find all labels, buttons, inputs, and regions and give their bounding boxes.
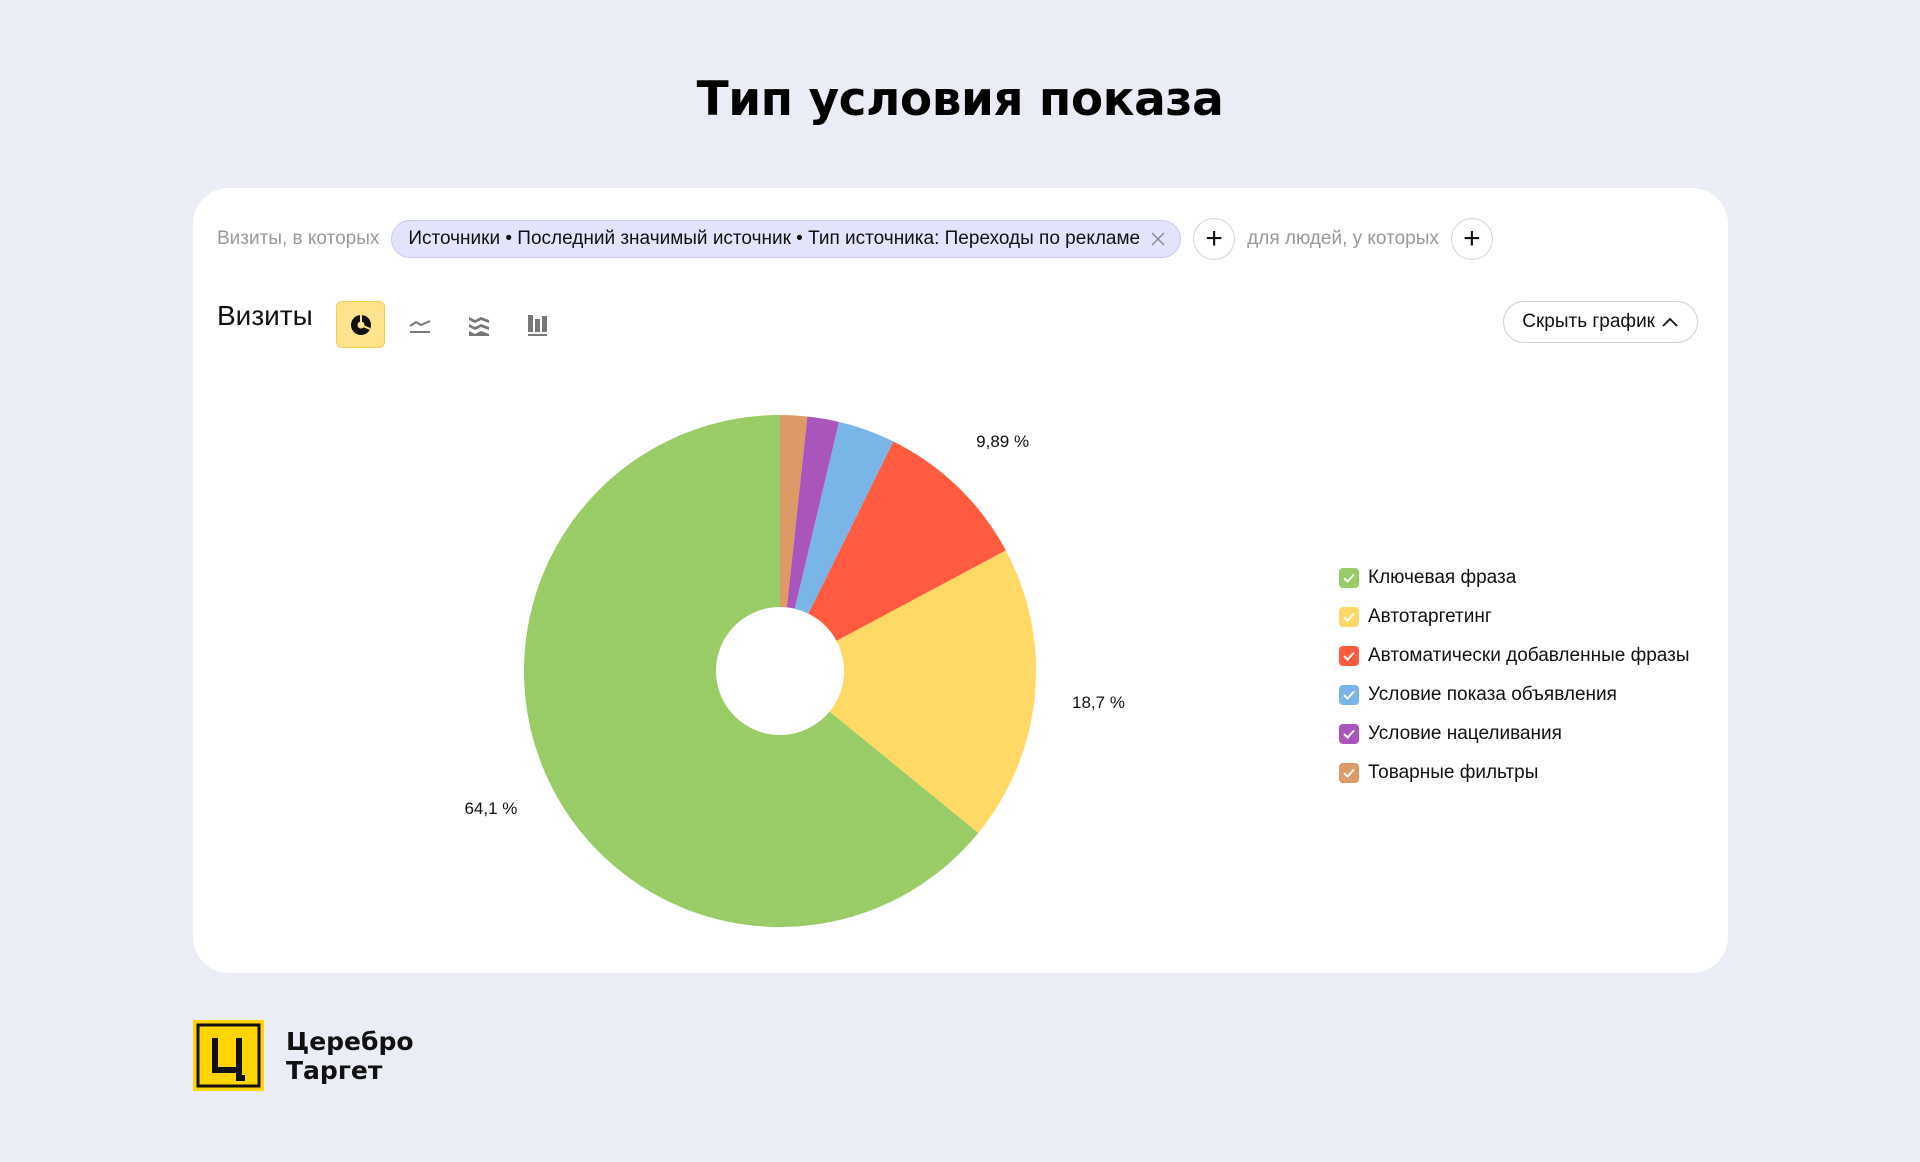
checkbox-icon[interactable] xyxy=(1339,607,1359,627)
bar-chart-icon xyxy=(527,314,547,336)
checkbox-icon[interactable] xyxy=(1339,763,1359,783)
line-chart-view-button[interactable] xyxy=(395,301,444,348)
legend-item[interactable]: Товарные фильтры xyxy=(1339,762,1690,784)
legend-label: Автотаргетинг xyxy=(1368,606,1492,627)
legend-item[interactable]: Условие нацеливания xyxy=(1339,723,1690,745)
close-icon[interactable] xyxy=(1150,231,1166,247)
filter-chip-text: Источники • Последний значимый источник … xyxy=(408,228,1141,249)
pie-slice[interactable] xyxy=(794,421,894,614)
checkbox-icon[interactable] xyxy=(1339,724,1359,744)
pie-slice[interactable] xyxy=(786,416,839,609)
legend-item[interactable]: Автотаргетинг xyxy=(1339,606,1690,628)
pie-chart-view-button[interactable] xyxy=(336,301,385,348)
add-visit-condition-button[interactable]: + xyxy=(1193,218,1236,260)
report-card: Визиты, в которых Источники • Последний … xyxy=(193,188,1728,973)
legend-label: Товарные фильтры xyxy=(1368,762,1539,783)
chevron-up-icon xyxy=(1662,317,1678,327)
logo-text: Церебро Таргет xyxy=(286,1027,414,1085)
page-title: Тип условия показа xyxy=(696,72,1224,127)
logo-line-2: Таргет xyxy=(286,1055,383,1085)
checkbox-icon[interactable] xyxy=(1339,646,1359,666)
logo-mark xyxy=(193,1020,264,1091)
legend-item[interactable]: Автоматически добавленные фразы xyxy=(1339,645,1690,667)
legend-item[interactable]: Ключевая фраза xyxy=(1339,567,1690,589)
legend-item[interactable]: Условие показа объявления xyxy=(1339,684,1690,706)
logo-icon xyxy=(196,1023,261,1088)
legend-label: Автоматически добавленные фразы xyxy=(1368,645,1690,666)
pie-slice[interactable] xyxy=(780,415,808,608)
hide-chart-label: Скрыть график xyxy=(1522,311,1655,332)
line-chart-icon xyxy=(408,319,430,333)
bar-chart-view-button[interactable] xyxy=(513,301,562,348)
area-chart-icon xyxy=(468,316,489,336)
checkbox-icon[interactable] xyxy=(1339,568,1359,588)
legend-label: Ключевая фраза xyxy=(1368,567,1517,588)
chart-legend: Ключевая фраза Автотаргетинг Автоматически… xyxy=(1339,567,1690,784)
chart-type-switch xyxy=(336,301,562,348)
area-chart-view-button[interactable] xyxy=(454,301,503,348)
logo-line-1: Церебро xyxy=(286,1026,414,1056)
pie-slice[interactable] xyxy=(808,441,1006,641)
slice-data-label: 9,89 % xyxy=(976,432,1029,451)
legend-label: Условие нацеливания xyxy=(1368,723,1562,744)
pie-slice[interactable] xyxy=(524,415,979,927)
slice-data-label: 64,1 % xyxy=(464,799,517,818)
filter-chip[interactable]: Источники • Последний значимый источник … xyxy=(391,220,1182,258)
slice-data-label: 18,7 % xyxy=(1072,693,1125,712)
checkbox-icon[interactable] xyxy=(1339,685,1359,705)
pie-chart: 64,1 % 18,7 % 9,89 % xyxy=(464,415,1125,927)
legend-label: Условие показа объявления xyxy=(1368,684,1617,705)
add-people-condition-button[interactable]: + xyxy=(1450,218,1493,260)
pie-chart-icon xyxy=(350,314,371,335)
people-filter-label: для людей, у которых xyxy=(1247,228,1439,249)
metric-title: Визиты xyxy=(217,300,313,331)
pie-slice[interactable] xyxy=(829,550,1036,833)
segment-filter-row: Визиты, в которых Источники • Последний … xyxy=(217,218,1493,260)
brand-logo: Церебро Таргет xyxy=(193,1020,414,1091)
visits-filter-label: Визиты, в которых xyxy=(217,228,380,249)
hide-chart-button[interactable]: Скрыть график xyxy=(1503,301,1698,343)
